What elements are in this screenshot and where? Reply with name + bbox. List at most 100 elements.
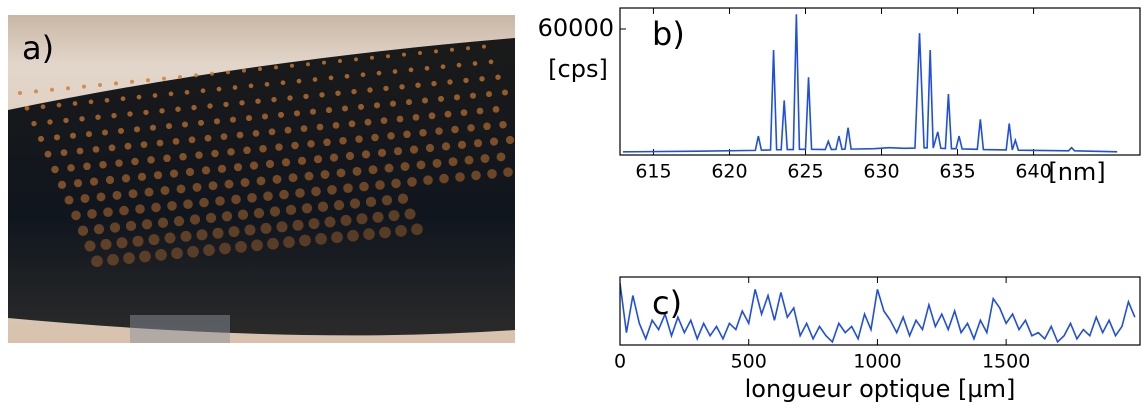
photo-dot (84, 240, 96, 252)
photo-dot (391, 178, 401, 189)
photo-dot (293, 110, 301, 117)
photo-dot (229, 116, 237, 123)
photo-dot (259, 144, 267, 153)
photo-dot (309, 108, 317, 115)
photo-dot (371, 133, 379, 142)
photo-dot (82, 84, 86, 89)
photo-dot (159, 108, 165, 114)
photo-dot (165, 123, 173, 130)
photo-dot (66, 86, 70, 91)
photo-dot (505, 135, 515, 145)
photo-dot (162, 76, 166, 81)
photo-dot (439, 173, 449, 184)
photo-dot (96, 192, 106, 202)
photo-dot (217, 164, 227, 173)
photo-dot (456, 62, 462, 68)
photo-dot (50, 87, 54, 92)
photo-dot (228, 226, 240, 238)
photo-dot (397, 193, 409, 204)
photo-dot (107, 253, 119, 266)
photo-dot (79, 116, 85, 122)
x-tick-label: 640 (1015, 161, 1051, 183)
photo-dot (482, 44, 486, 49)
photo-dot (308, 218, 320, 230)
photo-dot (31, 120, 37, 127)
photo-dot (93, 223, 105, 235)
x-axis-label: longueur optique [µm] (745, 375, 1016, 403)
photo-dot (365, 196, 377, 208)
y-label-top: 60000 (538, 14, 614, 42)
photo-dot (322, 60, 326, 65)
photo-dot (215, 196, 225, 206)
photo-dot (253, 207, 265, 219)
photo-dot (395, 225, 407, 237)
x-tick-label: 635 (939, 161, 975, 183)
photo-dot (300, 125, 308, 132)
photo-dot (204, 134, 212, 142)
photo-dot (476, 107, 484, 115)
photo-dot (67, 164, 75, 172)
photo-dot (307, 140, 315, 148)
photo-dot (281, 158, 291, 167)
photo-dot (268, 128, 276, 136)
photo-dot (72, 101, 78, 106)
photo-dot (453, 94, 461, 101)
photo-dot (496, 152, 506, 162)
photo-dot (274, 65, 278, 70)
photo-dot (354, 57, 358, 62)
x-tick-label: 500 (731, 351, 767, 373)
photo-dot (171, 247, 183, 260)
photo-dot (317, 201, 329, 212)
photo-dot (320, 170, 330, 179)
photo-dot (37, 135, 45, 142)
photo-dot (488, 59, 494, 65)
photo-dot (271, 96, 277, 103)
photo-dot (419, 128, 427, 137)
photo-dot (495, 74, 501, 80)
photo-dot (265, 159, 275, 169)
photo-dot (399, 84, 405, 90)
photo-dot (237, 209, 249, 220)
photo-dot (56, 102, 62, 108)
photo-dot (359, 181, 369, 192)
photo-dot (416, 160, 426, 170)
photo-dot (83, 162, 91, 171)
photo-dot (127, 111, 133, 117)
photo-dot (503, 167, 513, 177)
photo-dot (185, 167, 195, 177)
photo-dot (492, 106, 500, 113)
photo-dot (60, 149, 68, 157)
photo-dot (156, 139, 164, 147)
photo-dot (104, 97, 110, 103)
photo-dot (139, 250, 151, 263)
photo-dot (18, 91, 22, 95)
photo-dot (201, 166, 211, 175)
photo-dot (357, 103, 365, 110)
photo-dot (189, 214, 201, 225)
photo-dot (208, 181, 218, 191)
photo-dot (98, 83, 102, 87)
photo-dot (489, 137, 499, 146)
photo-dot (291, 141, 299, 150)
photo-dot (179, 152, 187, 161)
photo-dot (431, 80, 437, 87)
photo-dot (224, 179, 234, 189)
photo-dot (77, 225, 89, 236)
photo-dot (434, 49, 438, 54)
photo-dot (424, 65, 430, 71)
photo-dot (364, 118, 372, 126)
x-tick-label: 630 (863, 161, 899, 183)
photo-dot (396, 115, 404, 123)
photo-dot (332, 122, 340, 129)
photo-dot (376, 70, 382, 76)
photo-dot (407, 177, 417, 187)
photo-dot (380, 117, 388, 124)
photo-dot (338, 59, 342, 63)
photo-dot (275, 143, 283, 151)
photo-dot (403, 130, 411, 139)
y-axis-label: [cps] (548, 55, 608, 83)
photo-dot (71, 210, 81, 221)
photo-dot (180, 230, 192, 242)
photo-dot (341, 105, 349, 112)
